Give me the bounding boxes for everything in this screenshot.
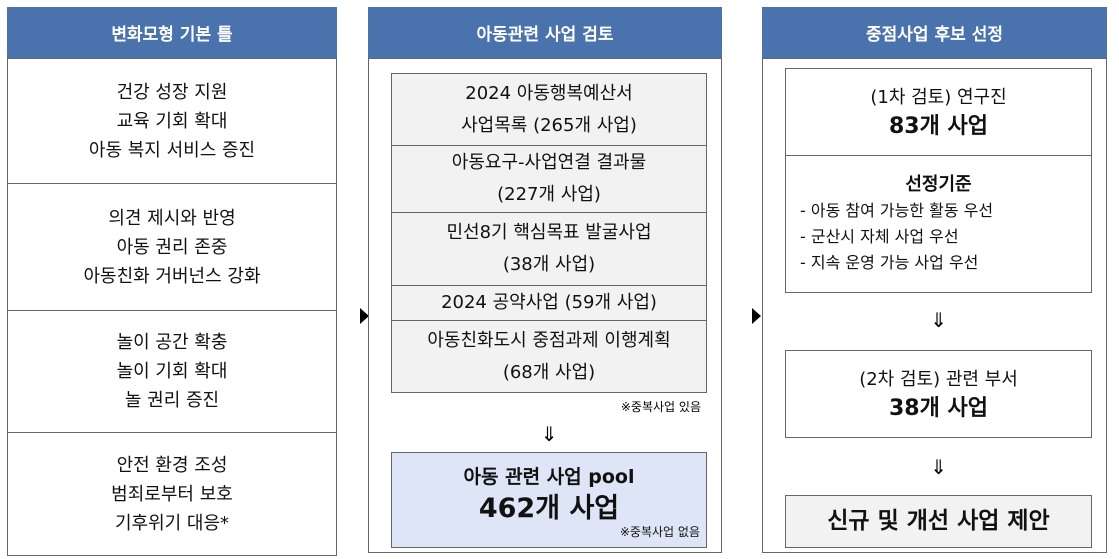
review-box: (1차 검토) 연구진 83개 사업: [785, 68, 1092, 156]
group-line: 놀 권리 증진: [124, 390, 220, 411]
review-count: 38개 사업: [889, 396, 988, 421]
group-line: 기후위기 대응*: [114, 512, 230, 534]
review-label: (2차 검토) 관련 부서: [859, 369, 1018, 390]
final-box: 신규 및 개선 사업 제안: [785, 495, 1092, 548]
pool-title: 아동 관련 사업 pool: [463, 466, 635, 488]
arrow: ⇓: [930, 455, 947, 479]
review-count: 83개 사업: [889, 114, 988, 139]
source-box: 아동요구-사업연결 결과물 (227개 사업): [391, 145, 707, 213]
group-line: 아동 복지 서비스 증진: [88, 139, 256, 161]
source-line: 2024 공약사업 (59개 사업): [441, 292, 657, 313]
arrow-head: [360, 308, 369, 324]
header: 중점사업 후보 선정: [762, 7, 1107, 58]
arrow: ⇓: [930, 308, 947, 332]
source-box: 2024 공약사업 (59개 사업): [391, 285, 707, 321]
pool-count: 462개 사업: [478, 493, 620, 524]
group-line: 놀이 공간 확충: [116, 332, 228, 353]
group-line: 범죄로부터 보호: [111, 483, 233, 505]
source-line: 2024 아동행복예산서: [465, 82, 633, 104]
criteria-item: - 군산시 자체 사업 우선: [800, 227, 959, 246]
arrow: ⇓: [540, 422, 558, 446]
source-box: 민선8기 핵심목표 발굴사업 (38개 사업): [391, 212, 707, 286]
group-line: 아동친화 거버넌스 강화: [83, 265, 261, 287]
group-line: 교육 기회 확대: [116, 110, 228, 132]
note: ※중복사업 있음: [620, 400, 701, 414]
source-line: (38개 사업): [502, 254, 596, 275]
criteria-item: - 지속 운영 가능 사업 우선: [800, 253, 979, 272]
source-line: 아동친화도시 중점과제 이행계획: [427, 329, 671, 351]
group-line: 아동 권리 존중: [116, 236, 228, 258]
header: 변화모형 기본 틀: [7, 7, 337, 58]
criteria-title: 선정기준: [905, 174, 972, 195]
source-line: 사업목록 (265개 사업): [461, 114, 637, 136]
source-line: 아동요구-사업연결 결과물: [451, 152, 647, 173]
source-box: 아동친화도시 중점과제 이행계획 (68개 사업): [391, 320, 707, 393]
criteria-box: 선정기준 - 아동 참여 가능한 활동 우선 - 군산시 자체 사업 우선 - 지속…: [785, 155, 1092, 293]
review-label: (1차 검토) 연구진: [870, 87, 1007, 108]
panel: [368, 58, 722, 553]
pool-box: 아동 관련 사업 pool 462개 사업 ※중복사업 없음: [391, 452, 707, 548]
review-box: (2차 검토) 관련 부서 38개 사업: [785, 350, 1092, 438]
source-line: (227개 사업): [497, 184, 601, 205]
group-line: 의견 제시와 반영: [108, 207, 236, 229]
pool-note: ※중복사업 없음: [619, 525, 700, 539]
source-line: (68개 사업): [502, 361, 596, 383]
panel: [762, 58, 1107, 553]
group-line: 안전 환경 조성: [116, 454, 228, 476]
group-line: 건강 성장 지원: [116, 81, 228, 103]
header: 아동관련 사업 검토: [368, 7, 722, 58]
group-line: 놀이 기회 확대: [116, 361, 228, 382]
arrow-head: [752, 308, 761, 324]
criteria-item: - 아동 참여 가능한 활동 우선: [800, 201, 994, 220]
source-line: 민선8기 핵심목표 발굴사업: [446, 222, 652, 243]
